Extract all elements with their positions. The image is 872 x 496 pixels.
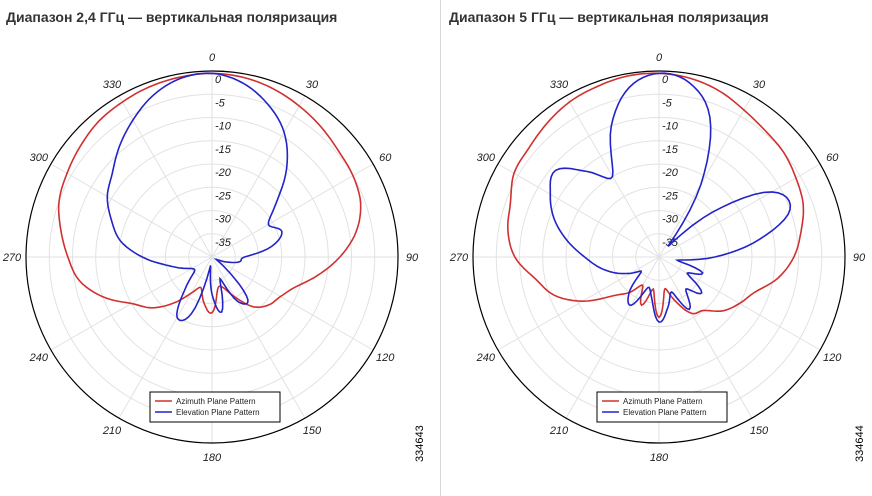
legend-box xyxy=(149,391,281,423)
grid-spoke xyxy=(118,256,213,419)
angle-label: 270 xyxy=(449,252,469,264)
legend-label: Elevation Plane Pattern xyxy=(176,408,260,417)
angle-label: 330 xyxy=(550,79,569,91)
angle-label: 60 xyxy=(379,152,392,164)
angle-label: 90 xyxy=(406,252,419,264)
radial-tick-label: -15 xyxy=(662,144,679,156)
angle-label: 240 xyxy=(29,352,49,364)
angle-label: 210 xyxy=(102,425,122,437)
figure-id: 334644 xyxy=(854,425,866,462)
angle-label: 150 xyxy=(750,425,769,437)
radial-tick-label: -35 xyxy=(215,237,232,249)
grid-spoke xyxy=(211,256,374,351)
polar-chart-5ghz: 0-5-10-15-20-25-30-350306090120150180210… xyxy=(449,52,866,464)
angle-label: 210 xyxy=(549,425,569,437)
grid-spoke xyxy=(658,256,753,419)
grid-spoke xyxy=(658,95,753,258)
grid-spoke xyxy=(211,95,306,258)
grid-spoke xyxy=(658,163,821,258)
radial-tick-label: -30 xyxy=(662,214,679,226)
series-line xyxy=(506,72,805,319)
legend-label: Azimuth Plane Pattern xyxy=(176,397,256,406)
radial-tick-label: -25 xyxy=(215,190,232,202)
grid-spoke xyxy=(211,163,374,258)
radial-tick-label: -20 xyxy=(662,167,679,179)
angle-label: 270 xyxy=(2,252,22,264)
chart-panel-2-4ghz: Диапазон 2,4 ГГц — вертикальная поляриза… xyxy=(2,9,426,464)
grid-spoke xyxy=(211,256,306,419)
angle-label: 120 xyxy=(376,352,395,364)
outer-ring xyxy=(25,70,399,444)
grid-spoke xyxy=(118,95,213,258)
angle-label: 60 xyxy=(826,152,839,164)
angle-label: 300 xyxy=(477,152,496,164)
grid-spoke xyxy=(497,163,660,258)
radial-tick-label: -25 xyxy=(662,190,679,202)
grid-spoke xyxy=(50,163,213,258)
angle-label: 180 xyxy=(650,452,669,464)
legend-label: Azimuth Plane Pattern xyxy=(623,397,703,406)
legend-label: Elevation Plane Pattern xyxy=(623,408,707,417)
radial-tick-label: -15 xyxy=(215,144,232,156)
radial-tick-label: -5 xyxy=(662,97,673,109)
angle-label: 90 xyxy=(853,252,866,264)
angle-label: 0 xyxy=(209,52,216,64)
series-line xyxy=(549,72,792,323)
panel-divider xyxy=(440,0,441,496)
radial-tick-label: -10 xyxy=(215,121,232,133)
angle-label: 120 xyxy=(823,352,842,364)
series-line xyxy=(57,72,362,315)
legend-box xyxy=(596,391,728,423)
series-line xyxy=(106,72,289,322)
angle-label: 240 xyxy=(476,352,496,364)
angle-label: 0 xyxy=(656,52,663,64)
radial-tick-label: 0 xyxy=(662,74,669,86)
outer-ring xyxy=(472,70,846,444)
angle-label: 150 xyxy=(303,425,322,437)
radial-tick-label: -10 xyxy=(662,121,679,133)
chart-title: Диапазон 2,4 ГГц — вертикальная поляриза… xyxy=(6,9,338,25)
radial-tick-label: -5 xyxy=(215,97,226,109)
radial-tick-label: -20 xyxy=(215,167,232,179)
radial-tick-label: -30 xyxy=(215,214,232,226)
chart-panel-5ghz: Диапазон 5 ГГц — вертикальная поляризаци… xyxy=(441,0,872,496)
angle-label: 330 xyxy=(103,79,122,91)
angle-label: 180 xyxy=(203,452,222,464)
grid-spoke xyxy=(565,256,660,419)
polar-chart-2-4ghz: 0 -5 -10 -15 -20 -25 -30 -35 0 30 60 90 120 150 180 210… xyxy=(2,52,419,464)
radial-tick-label: 0 xyxy=(215,74,222,86)
figure-id: 334643 xyxy=(414,425,426,462)
angle-label: 300 xyxy=(30,152,49,164)
angle-label: 30 xyxy=(306,79,319,91)
chart-title: Диапазон 5 ГГц — вертикальная поляризаци… xyxy=(449,9,769,25)
angle-label: 30 xyxy=(753,79,766,91)
